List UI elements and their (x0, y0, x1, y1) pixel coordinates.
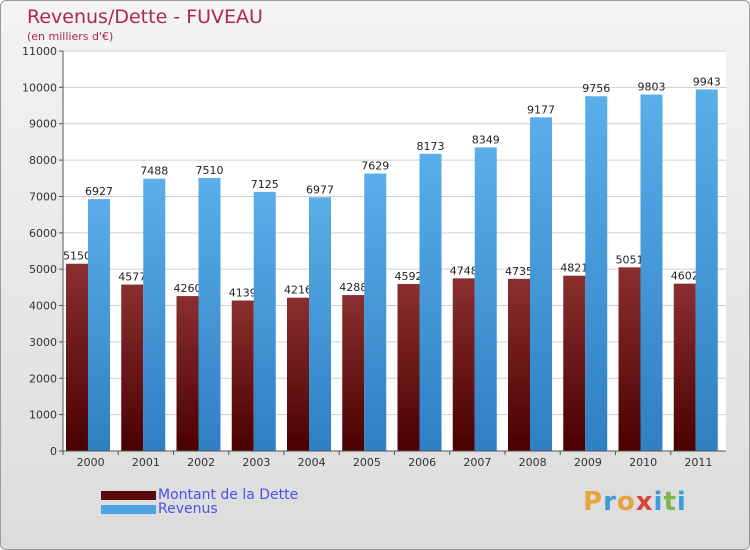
data-label-revenue: 6927 (85, 185, 113, 198)
x-tick-label: 2005 (353, 456, 381, 469)
x-tick-label: 2011 (684, 456, 712, 469)
data-label-debt: 4288 (339, 281, 367, 294)
x-tick-label: 2007 (463, 456, 491, 469)
data-label-revenue: 7488 (140, 165, 168, 178)
data-label-debt: 4735 (505, 265, 533, 278)
x-tick-label: 2008 (519, 456, 547, 469)
data-label-revenue: 6977 (306, 183, 334, 196)
bar-revenue (474, 147, 497, 451)
x-tick-label: 2002 (187, 456, 215, 469)
legend-label-debt: Montant de la Dette (158, 487, 299, 503)
data-label-debt: 4216 (284, 284, 312, 297)
bars: 5150 6927 4577 7488 4260 7510 4139 7125 4216 6977… (63, 75, 721, 452)
bar-debt (508, 278, 530, 451)
x-tick-label: 2009 (574, 456, 602, 469)
data-label-debt: 4139 (229, 286, 257, 299)
chart-subtitle: (en milliers d'€) (27, 30, 114, 43)
logo-letter: i (653, 487, 664, 517)
data-label-revenue: 9756 (582, 82, 610, 95)
bar-revenue (585, 96, 608, 452)
logo-letter: x (635, 487, 654, 517)
y-tick-label: 4000 (29, 300, 57, 313)
legend-label-revenue: Revenus (158, 501, 218, 517)
data-label-revenue: 9803 (638, 81, 666, 94)
y-tick-label: 1000 (29, 409, 57, 422)
data-label-revenue: 9943 (693, 75, 721, 88)
bar-debt (563, 275, 586, 451)
logo-letter: P (583, 487, 604, 517)
bar-debt (287, 297, 309, 451)
data-label-revenue: 7629 (361, 160, 389, 173)
logo-letter: r (603, 487, 617, 517)
bar-revenue (364, 173, 387, 451)
y-tick-label: 0 (50, 445, 57, 458)
data-label-debt: 4592 (395, 270, 423, 283)
y-axis: 0 1000 2000 3000 4000 5000 6000 7000 8000 9000 100… (22, 45, 64, 458)
bar-debt (673, 283, 696, 451)
data-label-debt: 4260 (174, 282, 202, 295)
bar-revenue (253, 191, 276, 451)
y-tick-label: 6000 (29, 227, 57, 240)
bar-revenue (530, 117, 552, 452)
y-tick-label: 10000 (22, 81, 57, 94)
data-label-debt: 5150 (63, 250, 91, 263)
y-tick-label: 8000 (29, 154, 57, 167)
x-tick-label: 2003 (242, 456, 270, 469)
bar-debt (176, 296, 199, 451)
proxiti-logo: Proxiti (583, 487, 687, 517)
bar-debt (231, 300, 254, 451)
bar-revenue (198, 177, 221, 451)
bar-revenue (143, 178, 166, 451)
plot-area (63, 51, 726, 451)
x-tick-label: 2006 (408, 456, 436, 469)
bar-debt (618, 267, 641, 451)
bar-debt (121, 284, 144, 451)
y-tick-label: 3000 (29, 336, 57, 349)
legend-item-revenue: Revenus (101, 501, 218, 517)
data-label-revenue: 7125 (251, 178, 279, 191)
legend-swatch-debt (101, 490, 156, 500)
data-label-revenue: 7510 (196, 164, 224, 177)
legend-item-debt: Montant de la Dette (101, 487, 298, 503)
data-label-revenue: 8173 (417, 140, 445, 153)
bar-debt (66, 263, 88, 451)
data-label-revenue: 8349 (472, 133, 500, 146)
y-tick-label: 9000 (29, 118, 57, 131)
logo-letter: t (663, 487, 677, 517)
bar-revenue (88, 199, 110, 451)
grid-lines (63, 50, 726, 452)
data-label-debt: 4577 (118, 271, 146, 284)
chart-title: Revenus/Dette - FUVEAU (27, 6, 263, 28)
bar-revenue (695, 89, 718, 451)
data-label-debt: 4748 (450, 264, 478, 277)
logo-letter: o (616, 487, 636, 517)
bar-revenue (419, 153, 442, 452)
data-label-debt: 5051 (616, 253, 644, 266)
logo-letter: i (676, 487, 687, 517)
y-tick-label: 7000 (29, 190, 57, 203)
legend-swatch-revenue (101, 504, 156, 514)
x-tick-label: 2000 (77, 456, 105, 469)
data-label-debt: 4821 (560, 262, 588, 275)
y-tick-label: 2000 (29, 372, 57, 385)
data-label-debt: 4602 (671, 270, 699, 283)
bar-revenue (309, 197, 331, 451)
x-tick-label: 2001 (132, 456, 160, 469)
y-tick-label: 5000 (29, 263, 57, 276)
x-axis: 2000 2001 2002 2003 2004 2005 2006 2007 2008 2009… (62, 450, 726, 469)
bar-debt (452, 278, 475, 451)
x-tick-label: 2004 (298, 456, 326, 469)
bar-debt (397, 284, 420, 451)
bar-debt (342, 295, 365, 451)
data-label-revenue: 9177 (527, 103, 555, 116)
bar-revenue (640, 94, 663, 451)
x-tick-label: 2010 (629, 456, 657, 469)
y-tick-label: 11000 (22, 45, 57, 58)
